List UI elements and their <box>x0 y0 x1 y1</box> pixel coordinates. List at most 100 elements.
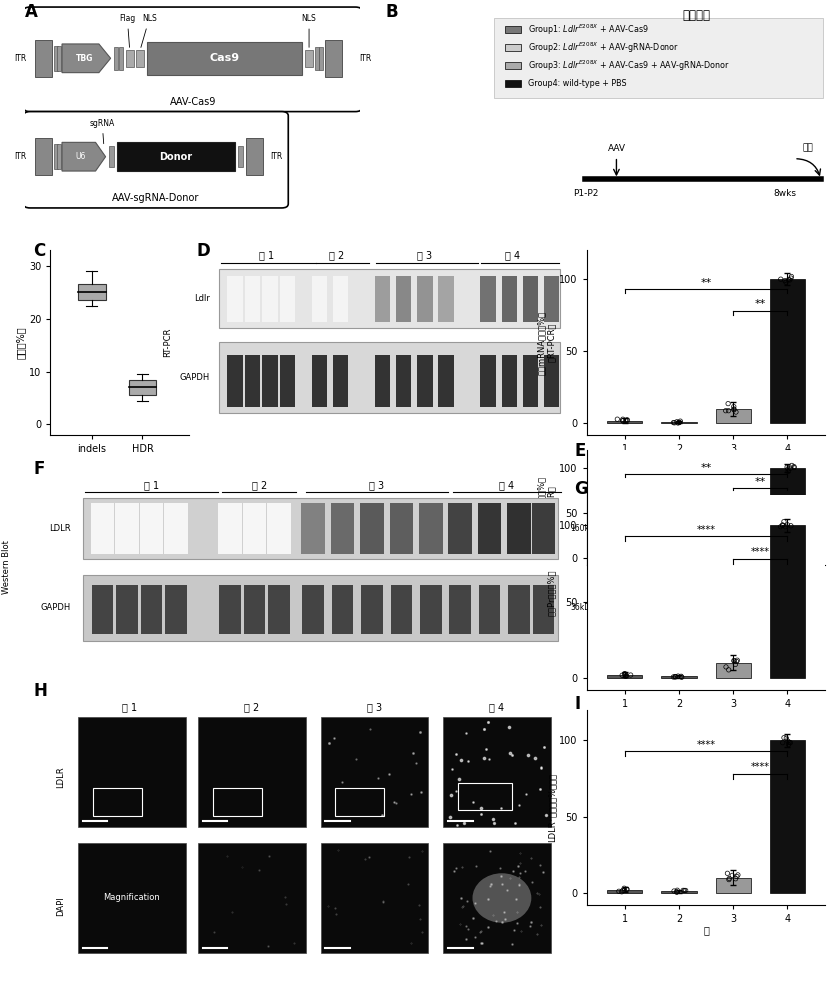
Point <box>613 883 626 899</box>
Point <box>616 411 629 427</box>
Bar <box>129 379 157 395</box>
Point <box>618 882 631 898</box>
Bar <box>78 284 106 300</box>
Point <box>773 519 787 535</box>
Bar <box>319 47 323 70</box>
Point <box>618 667 632 683</box>
Point <box>672 414 685 430</box>
Point <box>667 883 680 899</box>
Bar <box>78 716 186 826</box>
Bar <box>533 585 555 634</box>
Point <box>616 549 629 565</box>
Bar <box>523 355 538 407</box>
Bar <box>57 144 61 169</box>
Bar <box>219 342 561 413</box>
Text: 组 3: 组 3 <box>370 480 385 490</box>
Point <box>782 463 795 479</box>
Bar <box>116 585 137 634</box>
Point <box>615 667 628 683</box>
Point <box>672 549 685 565</box>
Bar <box>770 740 805 893</box>
Bar <box>303 585 324 634</box>
Text: ****: **** <box>751 547 770 557</box>
Point <box>623 548 637 564</box>
Point <box>675 669 689 685</box>
Point <box>670 549 684 565</box>
Point <box>620 881 634 897</box>
Bar <box>83 574 558 641</box>
Y-axis label: 相对mRNA水平（%）
（qRT-PCR）: 相对mRNA水平（%） （qRT-PCR） <box>537 475 556 540</box>
Bar <box>360 503 384 554</box>
Bar <box>325 40 342 77</box>
Point <box>616 548 629 564</box>
Text: 160kDa: 160kDa <box>571 524 600 533</box>
Bar <box>607 675 642 678</box>
Point <box>620 412 634 428</box>
Point <box>679 882 692 898</box>
Point <box>776 735 789 751</box>
Bar <box>458 782 512 810</box>
Text: 组 4: 组 4 <box>499 480 515 490</box>
Bar <box>115 503 138 554</box>
Point <box>677 549 691 565</box>
Text: 36kDa: 36kDa <box>571 603 596 612</box>
Point <box>726 867 739 883</box>
Bar <box>420 585 442 634</box>
Bar <box>391 585 412 634</box>
Point <box>782 737 795 753</box>
Text: 组 2: 组 2 <box>245 702 260 712</box>
Text: 组 3: 组 3 <box>417 251 432 261</box>
Point <box>783 272 796 288</box>
Bar <box>509 585 530 634</box>
Text: ITR: ITR <box>14 54 26 63</box>
Text: ****: **** <box>751 762 770 772</box>
Text: ITR: ITR <box>360 54 371 63</box>
Point <box>624 667 638 683</box>
Point <box>675 668 688 684</box>
Bar <box>716 409 751 423</box>
Bar <box>219 585 241 634</box>
Point <box>729 404 742 420</box>
Bar <box>478 585 500 634</box>
Bar <box>117 142 235 171</box>
Bar <box>242 503 266 554</box>
Point <box>670 414 684 430</box>
Y-axis label: 相对mRNA水平（%）
（RT-PCR）: 相对mRNA水平（%） （RT-PCR） <box>537 310 556 375</box>
Point <box>729 542 742 558</box>
Text: 组 4: 组 4 <box>489 702 504 712</box>
Bar <box>54 144 58 169</box>
Point <box>620 547 634 563</box>
Bar <box>417 276 432 322</box>
Point <box>729 542 742 558</box>
FancyBboxPatch shape <box>494 18 823 98</box>
Point <box>727 652 741 668</box>
Bar <box>544 276 559 322</box>
Point <box>726 544 739 560</box>
Text: AAV: AAV <box>608 144 625 153</box>
Bar <box>507 503 530 554</box>
Text: Ldlr: Ldlr <box>194 294 210 303</box>
Point <box>781 461 794 477</box>
Point <box>618 413 632 429</box>
Point <box>675 549 688 565</box>
Point <box>729 871 742 887</box>
Bar <box>331 503 354 554</box>
Text: **: ** <box>755 299 766 309</box>
Text: LDLR: LDLR <box>49 524 70 533</box>
Text: P1-P2: P1-P2 <box>572 190 598 198</box>
Point <box>729 656 742 672</box>
Point <box>678 550 691 566</box>
Point <box>618 880 631 896</box>
Point <box>616 883 629 899</box>
Text: Group4: wild-type + PBS: Group4: wild-type + PBS <box>528 79 626 88</box>
Point <box>730 868 743 884</box>
Text: Western Blot: Western Blot <box>3 541 11 594</box>
Point <box>676 882 690 898</box>
Point <box>783 734 796 750</box>
Text: RT-PCR: RT-PCR <box>163 328 173 357</box>
Bar <box>661 422 696 423</box>
Point <box>731 541 744 557</box>
Text: 组 1: 组 1 <box>144 480 159 490</box>
Text: LDLR: LDLR <box>56 766 65 788</box>
Point <box>618 668 632 684</box>
